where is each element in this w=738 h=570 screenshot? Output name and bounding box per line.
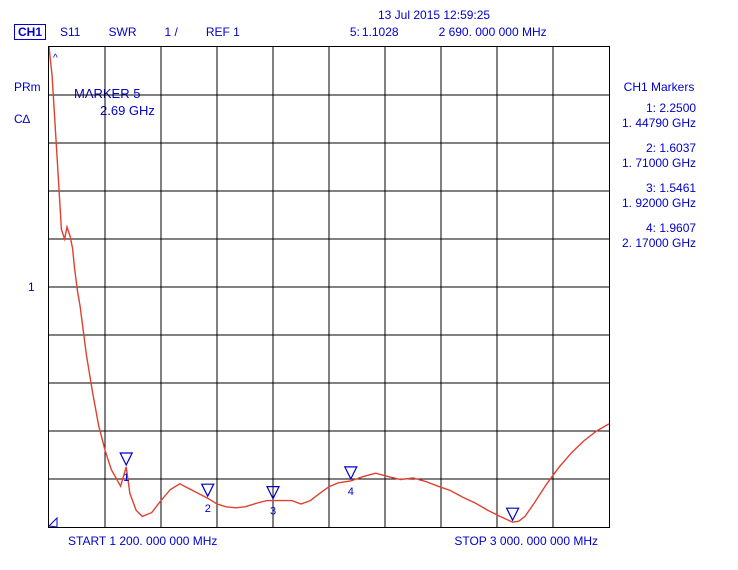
x-start: START 1 200. 000 000 MHz <box>68 534 217 548</box>
ca-label: C∆ <box>14 112 41 126</box>
marker-panel-title: CH1 Markers <box>622 80 696 95</box>
marker-value: 4: 1.9607 <box>622 221 696 236</box>
marker-row: 4: 1.9607 2. 17000 GHz <box>622 221 696 251</box>
marker-freq: 2. 17000 GHz <box>622 236 696 251</box>
marker-row: 1: 2.2500 1. 44790 GHz <box>622 101 696 131</box>
marker-num: 1 <box>123 472 129 484</box>
marker-value: 1: 2.2500 <box>622 101 696 116</box>
svg-text:^: ^ <box>53 53 58 64</box>
marker-num: 3 <box>270 506 276 518</box>
marker-freq: 1. 92000 GHz <box>622 196 696 211</box>
header-row: CH1 S11 SWR 1 / REF 1 5: 1.1028 2 690. 0… <box>14 24 730 40</box>
active-marker-freq: 2 690. 000 000 MHz <box>439 25 547 39</box>
marker-freq: 1. 71000 GHz <box>622 156 696 171</box>
active-marker-label: 5: <box>350 25 360 39</box>
ref: REF 1 <box>206 25 240 39</box>
format: SWR <box>108 25 136 39</box>
marker-value: 3: 1.5461 <box>622 181 696 196</box>
channel-box: CH1 <box>14 24 46 40</box>
plot-svg: ^12345 <box>49 47 609 527</box>
marker-num: 2 <box>205 503 211 515</box>
timestamp: 13 Jul 2015 12:59:25 <box>378 8 490 22</box>
plot-area: ^12345 <box>48 46 610 528</box>
marker-row: 3: 1.5461 1. 92000 GHz <box>622 181 696 211</box>
marker-value: 2: 1.6037 <box>622 141 696 156</box>
active-marker-value: 1.1028 <box>362 25 399 39</box>
marker-row: 2: 1.6037 1. 71000 GHz <box>622 141 696 171</box>
marker-panel: CH1 Markers 1: 2.2500 1. 44790 GHz 2: 1.… <box>622 80 696 261</box>
s-param: S11 <box>60 25 80 39</box>
marker-num: 4 <box>348 486 354 498</box>
y-mid-label: 1 <box>28 280 35 294</box>
x-stop: STOP 3 000. 000 000 MHz <box>454 534 598 548</box>
left-labels: PRm C∆ <box>14 80 41 144</box>
marker-freq: 1. 44790 GHz <box>622 116 696 131</box>
scale: 1 / <box>164 25 177 39</box>
prm-label: PRm <box>14 80 41 94</box>
vna-screenshot: 13 Jul 2015 12:59:25 CH1 S11 SWR 1 / REF… <box>8 8 730 562</box>
